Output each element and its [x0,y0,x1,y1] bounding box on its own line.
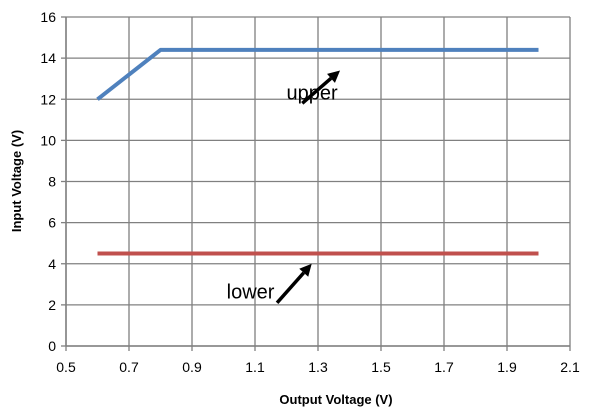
y-tick-label: 16 [40,9,56,25]
y-tick-label: 0 [48,338,56,354]
x-tick-labels: 0.5 0.7 0.9 1.1 1.3 1.5 1.7 1.9 2.1 [56,359,580,375]
x-tick-label: 0.5 [56,359,76,375]
x-tick-label: 1.3 [308,359,328,375]
y-tick-label: 8 [48,174,56,190]
annotation-label: lower [227,282,275,304]
annotation-arrow-shaft [275,271,306,304]
y-tick-labels: 0 2 4 6 8 10 12 14 16 [40,9,56,354]
y-axis-title: Input Voltage (V) [9,130,24,232]
series-layer [96,47,539,256]
annotation-arrow-head [327,70,341,83]
y-tick-label: 2 [48,297,56,313]
y-tick-label: 10 [40,132,56,148]
annotations: upperlower [227,70,341,304]
y-tick-label: 6 [48,215,56,231]
annotation-arrow-head [299,263,312,277]
y-tick-label: 4 [48,256,56,272]
x-tick-label: 1.1 [245,359,265,375]
x-tick-label: 1.7 [434,359,454,375]
axes [61,16,571,351]
x-tick-label: 1.5 [371,359,391,375]
annotation-arrow-shaft [301,77,333,105]
x-tick-label: 0.7 [119,359,139,375]
y-tick-label: 14 [40,50,56,66]
x-tick-label: 2.1 [560,359,580,375]
x-axis-title: Output Voltage (V) [279,392,392,407]
x-tick-label: 1.9 [497,359,517,375]
x-tick-label: 0.9 [182,359,202,375]
y-tick-label: 12 [40,91,56,107]
